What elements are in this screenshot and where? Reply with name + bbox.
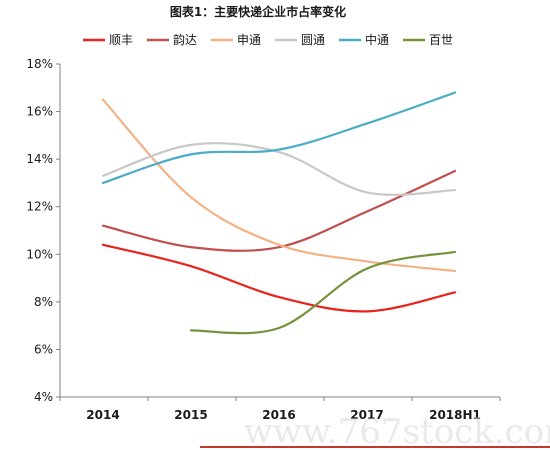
x-tick-label: 2017	[350, 408, 383, 422]
series-lines	[101, 91, 457, 335]
series-line-中通	[101, 91, 457, 185]
y-tick-label: 10%	[26, 247, 53, 261]
series-line-申通	[101, 98, 457, 273]
legend-label: 韵达	[173, 32, 197, 47]
watermark: www.767stock.com	[244, 412, 550, 450]
series-line-韵达	[101, 169, 457, 252]
legend: 顺丰 韵达 申通 圆通 中通 百世	[83, 32, 453, 47]
legend-label: 中通	[365, 32, 389, 47]
y-tick-label: 16%	[26, 105, 53, 119]
x-tick-label: 2014	[86, 408, 119, 422]
series-line-百世	[189, 250, 457, 335]
x-tick-label: 2015	[174, 408, 207, 422]
chart-title: 图表1：主要快递企业市占率变化	[170, 4, 346, 19]
x-tick-label: 2018H1	[429, 408, 481, 422]
y-tick-label: 8%	[34, 295, 53, 309]
x-tick-label: 2016	[262, 408, 295, 422]
series-line-顺丰	[101, 243, 457, 313]
legend-label: 申通	[237, 33, 261, 47]
legend-label: 顺丰	[109, 33, 133, 47]
y-tick-label: 4%	[34, 390, 53, 404]
y-tick-label: 14%	[26, 152, 53, 166]
legend-label: 圆通	[301, 33, 325, 47]
y-tick-label: 18%	[26, 57, 53, 71]
legend-label: 百世	[429, 33, 453, 47]
axes	[59, 64, 500, 398]
y-tick-label: 6%	[34, 342, 53, 356]
y-ticks: 4% 6% 8% 10% 12% 14% 16% 18%	[26, 57, 60, 404]
series-line-圆通	[101, 142, 457, 196]
y-tick-label: 12%	[26, 200, 53, 214]
x-ticks: 2014 2015 2016 2017 2018H1	[59, 397, 501, 422]
